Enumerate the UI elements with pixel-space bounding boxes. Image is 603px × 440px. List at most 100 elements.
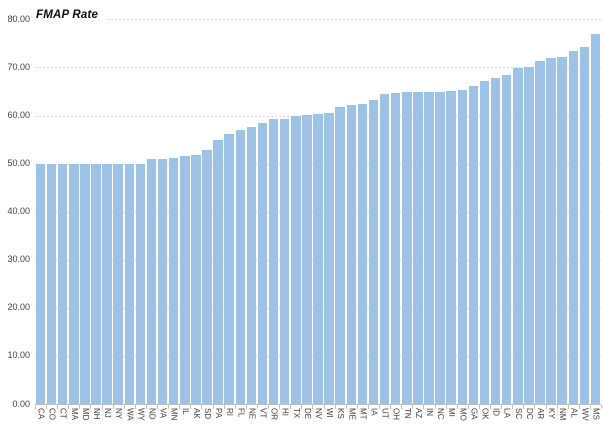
bar-DE	[302, 115, 312, 404]
bar-KY	[546, 58, 556, 404]
x-axis-tick-mark	[567, 405, 569, 409]
x-axis-tick-mark	[334, 405, 336, 409]
x-tick-label-MA: MA	[69, 408, 79, 420]
x-tick-label-VT: VT	[258, 408, 268, 419]
bar-NJ	[102, 163, 112, 404]
gridline-70.00	[35, 67, 601, 69]
x-axis-tick-mark	[534, 405, 536, 409]
x-axis-tick-mark	[434, 405, 436, 409]
bar-GA	[468, 85, 479, 404]
x-axis-tick-mark	[379, 405, 381, 409]
x-axis-tick-mark	[190, 405, 192, 409]
bar-IN	[424, 91, 434, 404]
bar-ND	[146, 158, 157, 404]
x-axis-tick-mark	[545, 405, 547, 409]
bar-NC	[435, 91, 445, 404]
x-tick-label-CA: CA	[36, 408, 46, 420]
x-axis-tick-mark	[312, 405, 314, 409]
x-axis-tick-mark	[556, 405, 558, 409]
x-axis-tick-mark	[134, 405, 136, 409]
bar-FL	[235, 129, 246, 404]
x-tick-label-TX: TX	[291, 408, 301, 419]
bar-VA	[157, 158, 168, 404]
bar-WV	[579, 47, 590, 404]
x-axis-tick-mark	[112, 405, 114, 409]
x-tick-label-HI: HI	[280, 408, 290, 416]
x-tick-label-IN: IN	[424, 408, 434, 416]
x-axis-tick-mark	[245, 405, 247, 409]
x-tick-label-OK: OK	[480, 408, 490, 420]
x-axis-tick-mark	[356, 405, 358, 409]
x-axis-tick-mark	[179, 405, 181, 409]
bar-IA	[368, 99, 379, 404]
bar-VT	[257, 122, 268, 404]
bar-MA	[69, 163, 79, 404]
bar-TX	[291, 115, 301, 404]
x-axis-tick-mark	[46, 405, 48, 409]
x-tick-label-WV: WV	[580, 408, 590, 421]
x-tick-label-TN: TN	[402, 408, 412, 419]
x-tick-label-ND: ND	[147, 408, 157, 420]
x-axis-tick-mark	[401, 405, 403, 409]
x-axis-tick-mark	[101, 405, 103, 409]
y-axis-label: 40.00	[7, 206, 30, 217]
y-axis-label: 10.00	[7, 350, 30, 361]
x-axis-line	[35, 404, 601, 405]
x-tick-label-NM: NM	[558, 408, 568, 421]
bar-LA	[501, 75, 512, 404]
x-axis-tick-mark	[589, 405, 591, 409]
x-axis-tick-mark	[290, 405, 292, 409]
x-axis-tick-mark	[57, 405, 59, 409]
x-tick-label-WY: WY	[136, 408, 146, 421]
x-tick-label-LA: LA	[502, 408, 512, 418]
bar-OR	[268, 119, 279, 404]
x-axis-tick-mark	[234, 405, 236, 409]
x-tick-label-CO: CO	[47, 408, 57, 420]
bar-SD	[202, 149, 212, 404]
x-tick-label-IA: IA	[369, 408, 379, 416]
x-axis-tick-mark	[123, 405, 125, 409]
x-axis-tick-mark	[157, 405, 159, 409]
x-tick-label-MT: MT	[358, 408, 368, 420]
x-axis-tick-mark	[301, 405, 303, 409]
x-axis-tick-mark	[456, 405, 458, 409]
bar-AL	[568, 50, 578, 404]
bar-NE	[246, 127, 257, 404]
x-tick-label-UT: UT	[380, 408, 390, 419]
x-axis-tick-mark	[145, 405, 147, 409]
x-tick-label-MD: MD	[80, 408, 90, 421]
bar-IL	[180, 156, 190, 404]
bar-MD	[80, 163, 90, 404]
x-tick-label-ME: ME	[347, 408, 357, 420]
x-tick-label-IL: IL	[180, 408, 190, 415]
x-tick-label-CT: CT	[58, 408, 68, 419]
bar-ID	[490, 78, 501, 404]
bar-CT	[57, 163, 68, 404]
x-tick-label-SD: SD	[203, 408, 213, 420]
bar-MN	[168, 157, 179, 404]
bar-CO	[46, 163, 57, 404]
x-tick-label-FL: FL	[236, 408, 246, 418]
bar-ME	[346, 104, 357, 404]
x-axis-tick-mark	[212, 405, 214, 409]
bar-RI	[224, 133, 234, 404]
x-axis-tick-mark	[523, 405, 525, 409]
gridline-80.00	[35, 19, 601, 21]
x-tick-label-MI: MI	[447, 408, 457, 417]
x-axis-tick-mark	[367, 405, 369, 409]
bar-NV	[313, 114, 323, 404]
x-axis-tick-mark	[279, 405, 281, 409]
x-axis-tick-mark	[256, 405, 258, 409]
x-axis-tick-mark	[501, 405, 503, 409]
y-axis-label: 50.00	[7, 158, 30, 169]
bar-AR	[535, 60, 545, 404]
x-axis-tick-mark	[223, 405, 225, 409]
x-tick-label-NH: NH	[92, 408, 102, 420]
bar-AK	[191, 155, 201, 404]
x-tick-label-NV: NV	[314, 408, 323, 420]
x-axis-tick-mark	[478, 405, 480, 409]
bar-WI	[324, 112, 334, 404]
x-axis-tick-mark	[345, 405, 347, 409]
chart-title: FMAP Rate	[36, 7, 106, 23]
